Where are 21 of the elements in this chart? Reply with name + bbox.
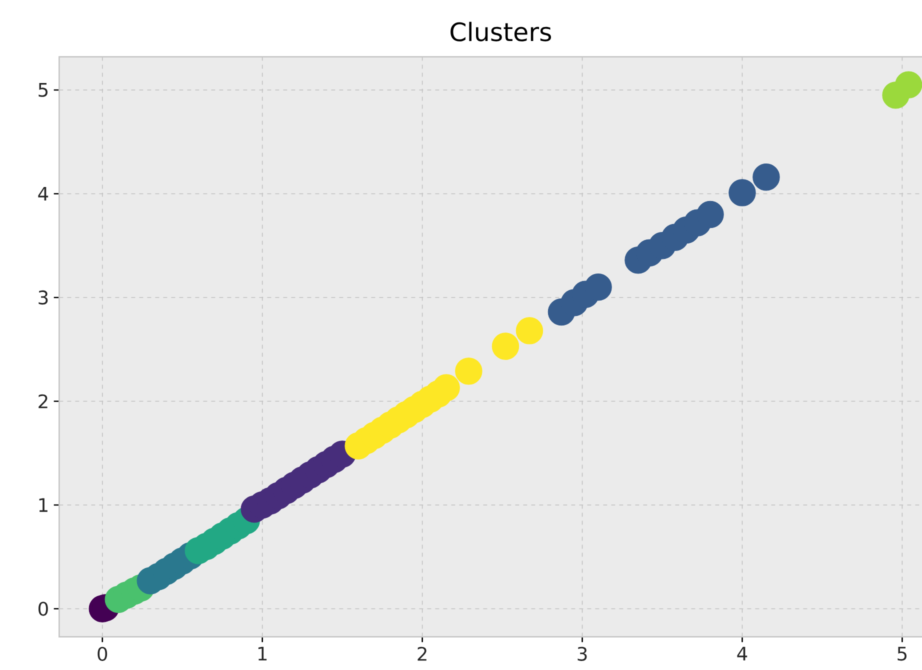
- point: [455, 358, 482, 385]
- chart-title: Clusters: [450, 22, 551, 42]
- point: [584, 274, 612, 301]
- x-tick-label: 2: [418, 646, 426, 661]
- y-tick-label: 3: [38, 290, 48, 305]
- x-tick-label: 4: [737, 646, 748, 660]
- x-tick-label: 3: [578, 646, 587, 661]
- y-tick-label: 5: [38, 83, 48, 97]
- point: [752, 164, 780, 191]
- x-tick-label: 0: [98, 646, 108, 661]
- point: [696, 200, 724, 228]
- point: [492, 332, 520, 360]
- y-tick-label: 2: [38, 394, 48, 408]
- x-tick-label: 1: [258, 646, 267, 660]
- y-tick-label: 0: [38, 602, 48, 616]
- y-tick-label: 4: [38, 186, 48, 201]
- point: [432, 374, 460, 402]
- point: [728, 179, 756, 206]
- point: [516, 317, 544, 344]
- y-tick-label: 1: [39, 498, 48, 512]
- x-tick-label: 5: [898, 646, 906, 661]
